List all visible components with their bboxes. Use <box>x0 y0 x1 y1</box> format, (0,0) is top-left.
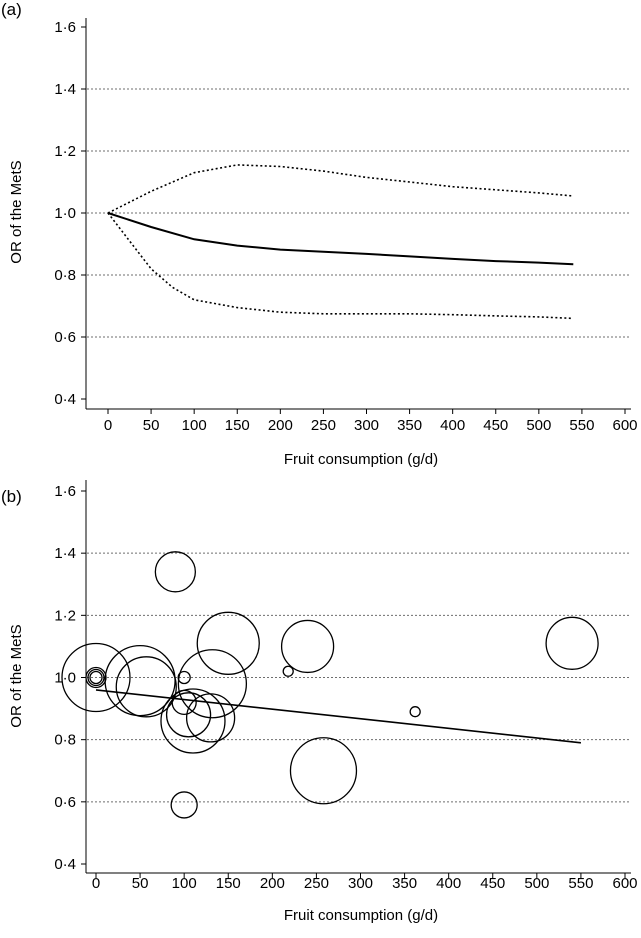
panel-b: (b) 0·4 0·6 0·8 1·0 1·2 1·4 1·6 0 50 100 150 200 250… <box>1 480 638 924</box>
panel-b-x-tick-label: 300 <box>348 875 373 892</box>
panel-a-x-tick-label: 600 <box>612 417 637 434</box>
panel-b-y-tick-label: 0·6 <box>54 794 76 811</box>
panel-b-x-tick-label: 350 <box>392 875 417 892</box>
panel-b-ticks: 0·4 0·6 0·8 1·0 1·2 1·4 1·6 0 50 100 150 200 250 300 3… <box>54 483 637 892</box>
study-bubble <box>409 706 421 718</box>
panel-b-x-tick-label: 550 <box>568 875 593 892</box>
panel-a-y-tick-label: 0·4 <box>54 391 76 408</box>
panel-b-grid <box>87 552 631 803</box>
lower-ci-curve <box>107 212 574 320</box>
panel-a-y-tick-label: 0·8 <box>54 267 76 284</box>
panel-b-x-tick-label: 250 <box>304 875 329 892</box>
panel-b-x-axis-label: Fruit consumption (g/d) <box>284 907 438 924</box>
panel-b-x-tick-label: 600 <box>612 875 637 892</box>
panel-a-series <box>107 164 574 320</box>
panel-a-x-tick-label: 100 <box>182 417 207 434</box>
study-bubble <box>177 649 248 719</box>
meta-regression-line <box>95 689 582 744</box>
panel-a-x-tick-label: 400 <box>440 417 465 434</box>
study-bubble <box>177 670 191 685</box>
study-bubble <box>89 670 103 685</box>
panel-b-label: (b) <box>1 487 22 506</box>
study-bubble <box>196 611 260 675</box>
panel-a-ticks: 0·4 0·6 0·8 1·0 1·2 1·4 1·6 0 50 100 150 200 250 300 3… <box>54 19 637 434</box>
panel-a-x-tick-label: 450 <box>483 417 508 434</box>
panel-a-y-tick-label: 0·6 <box>54 329 76 346</box>
panel-b-y-tick-label: 1·0 <box>54 670 76 687</box>
panel-b-x-tick-label: 0 <box>92 875 100 892</box>
panel-b-y-tick-label: 1·4 <box>54 545 76 562</box>
study-bubble <box>165 692 212 738</box>
panel-a: (a) 0·4 0·6 0·8 1·0 1·2 1·4 1·6 0 50 100 150 200 250… <box>1 0 638 468</box>
panel-b-x-tick-label: 50 <box>132 875 149 892</box>
panel-b-y-tick-label: 0·8 <box>54 732 76 749</box>
panel-a-x-tick-label: 250 <box>311 417 336 434</box>
panel-a-y-tick-label: 1·6 <box>54 19 76 36</box>
or-curve <box>107 212 574 266</box>
study-bubble <box>280 619 335 674</box>
panel-a-x-tick-label: 300 <box>354 417 379 434</box>
study-bubble <box>282 665 294 677</box>
panel-a-grid <box>87 88 631 338</box>
panel-b-y-tick-label: 0·4 <box>54 856 76 873</box>
study-bubble <box>87 668 105 687</box>
panel-a-x-tick-label: 550 <box>569 417 594 434</box>
panel-a-x-tick-label: 150 <box>225 417 250 434</box>
panel-b-fit <box>95 689 582 744</box>
panel-b-y-axis-label: OR of the MetS <box>8 624 25 727</box>
panel-a-x-axis-label: Fruit consumption (g/d) <box>284 451 438 468</box>
panel-a-x-tick-label: 50 <box>143 417 160 434</box>
panel-b-points <box>61 551 599 819</box>
panel-b-y-tick-label: 1·6 <box>54 483 76 500</box>
panel-b-x-tick-label: 200 <box>260 875 285 892</box>
panel-a-x-tick-label: 350 <box>397 417 422 434</box>
study-bubble <box>160 688 226 754</box>
panel-b-x-tick-label: 450 <box>480 875 505 892</box>
study-bubble <box>61 642 131 713</box>
study-bubble <box>115 656 177 718</box>
panel-b-axes <box>85 480 631 874</box>
study-bubble <box>185 693 236 743</box>
study-bubble <box>170 791 198 819</box>
study-bubble <box>85 666 107 689</box>
panel-b-x-tick-label: 400 <box>436 875 461 892</box>
panel-a-y-tick-label: 1·4 <box>54 81 76 98</box>
panel-b-x-tick-label: 150 <box>216 875 241 892</box>
panel-a-y-axis-label: OR of the MetS <box>8 160 25 263</box>
panel-b-x-tick-label: 100 <box>172 875 197 892</box>
study-bubble <box>289 737 358 805</box>
panel-a-y-tick-label: 1·0 <box>54 205 76 222</box>
study-bubble <box>154 551 197 593</box>
upper-ci-curve <box>107 164 574 214</box>
panel-b-x-tick-label: 500 <box>524 875 549 892</box>
study-bubble <box>545 616 599 670</box>
panel-a-y-tick-label: 1·2 <box>54 143 76 160</box>
panel-a-label: (a) <box>1 0 22 19</box>
panel-a-x-tick-label: 0 <box>104 417 112 434</box>
panel-a-x-tick-label: 200 <box>268 417 293 434</box>
panel-b-y-tick-label: 1·2 <box>54 607 76 624</box>
panel-a-x-tick-label: 500 <box>526 417 551 434</box>
